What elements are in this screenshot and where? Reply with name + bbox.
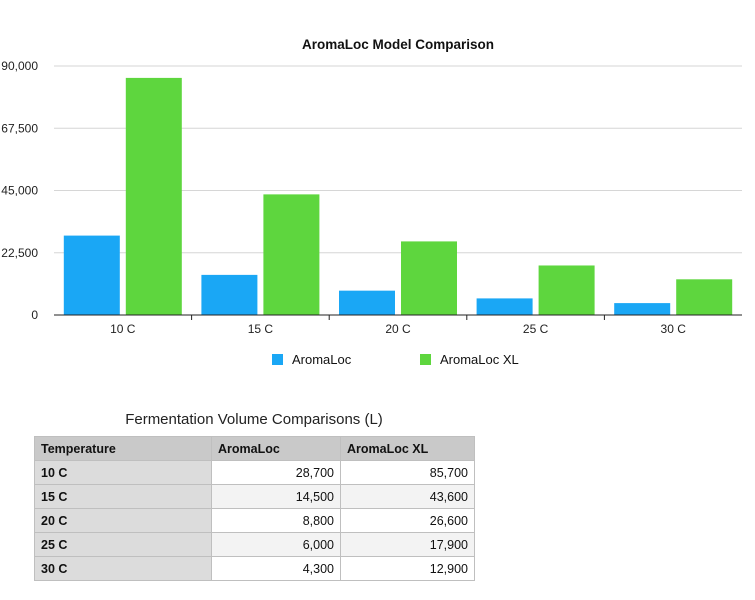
cell-aromaloc-xl: 12,900 (340, 556, 475, 581)
x-tick-label: 25 C (523, 322, 549, 336)
bar-aromaloc (614, 303, 671, 315)
row-temperature: 15 C (34, 484, 212, 509)
cell-aromaloc-xl: 43,600 (340, 484, 475, 509)
table-row: 20 C 8,800 26,600 (34, 508, 475, 533)
table-header-row: Temperature AromaLoc AromaLoc XL (34, 436, 475, 461)
x-tick-label: 30 C (661, 322, 687, 336)
table-title: Fermentation Volume Comparisons (L) (125, 411, 383, 428)
header-temperature: Temperature (34, 436, 212, 461)
bar-aromaloc-xl (538, 265, 595, 315)
bar-aromaloc (201, 274, 258, 315)
header-aromaloc-xl: AromaLoc XL (340, 436, 475, 461)
cell-aromaloc-xl: 85,700 (340, 460, 475, 485)
cell-aromaloc-xl: 17,900 (340, 532, 475, 557)
cell-aromaloc-xl: 26,600 (340, 508, 475, 533)
cell-aromaloc: 6,000 (211, 532, 341, 557)
y-tick-label: 0 (31, 308, 38, 322)
row-temperature: 20 C (34, 508, 212, 533)
bar-aromaloc (476, 298, 533, 315)
table-row: 30 C 4,300 12,900 (34, 556, 475, 581)
row-temperature: 10 C (34, 460, 212, 485)
row-temperature: 30 C (34, 556, 212, 581)
legend-label-aromaloc: AromaLoc (292, 352, 352, 367)
x-tick-label: 10 C (110, 322, 136, 336)
legend-label-aromaloc-xl: AromaLoc XL (440, 352, 519, 367)
x-tick-label: 15 C (248, 322, 274, 336)
y-tick-label: 22,500 (1, 246, 38, 260)
chart-title: AromaLoc Model Comparison (302, 37, 494, 52)
cell-aromaloc: 8,800 (211, 508, 341, 533)
bar-aromaloc-xl (401, 241, 457, 315)
bar-chart: AromaLoc Model Comparison 0 22,500 45,000 67… (1, 37, 742, 336)
bar-aromaloc (63, 235, 120, 315)
bar-aromaloc-xl (263, 194, 320, 315)
y-tick-label: 67,500 (1, 121, 38, 135)
bar-aromaloc-xl (125, 77, 182, 315)
bar-aromaloc (339, 290, 395, 315)
y-tick-label: 90,000 (1, 59, 38, 73)
legend-swatch-aromaloc (272, 354, 283, 365)
cell-aromaloc: 14,500 (211, 484, 341, 509)
row-temperature: 25 C (34, 532, 212, 557)
data-table: Temperature AromaLoc AromaLoc XL 10 C 28… (34, 436, 475, 581)
cell-aromaloc: 4,300 (211, 556, 341, 581)
table-row: 15 C 14,500 43,600 (34, 484, 475, 509)
chart-legend: AromaLoc AromaLoc XL (0, 352, 755, 370)
table-row: 10 C 28,700 85,700 (34, 460, 475, 485)
bar-aromaloc-xl (676, 279, 733, 315)
legend-swatch-aromaloc-xl (420, 354, 431, 365)
legend-item-aromaloc: AromaLoc (272, 352, 351, 367)
y-tick-label: 45,000 (1, 184, 38, 198)
cell-aromaloc: 28,700 (211, 460, 341, 485)
legend-item-aromaloc-xl: AromaLoc XL (420, 352, 519, 367)
x-tick-label: 20 C (385, 322, 411, 336)
table-row: 25 C 6,000 17,900 (34, 532, 475, 557)
header-aromaloc: AromaLoc (211, 436, 341, 461)
